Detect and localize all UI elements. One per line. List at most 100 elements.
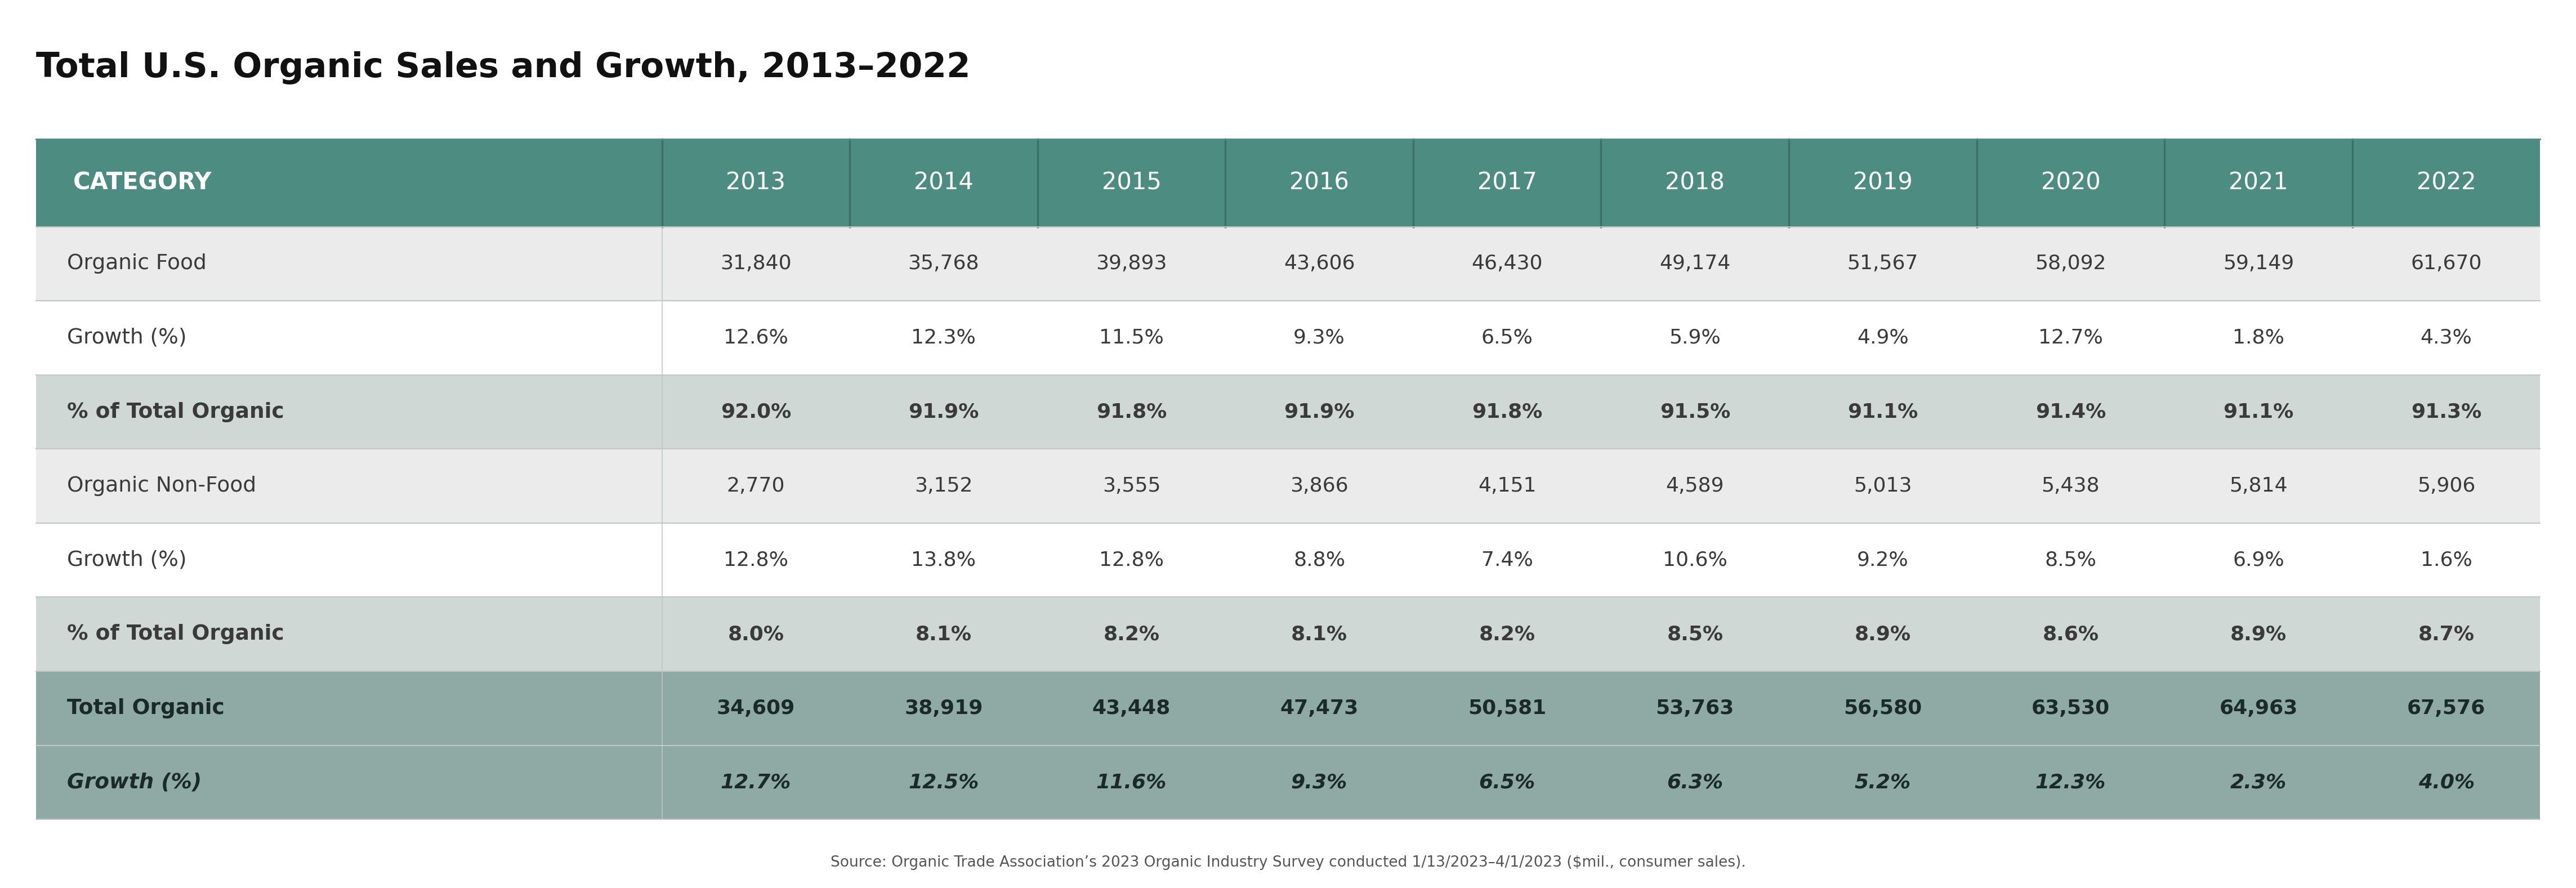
Text: 12.5%: 12.5% bbox=[909, 773, 979, 792]
Bar bbox=[36, 301, 2540, 375]
Text: 8.2%: 8.2% bbox=[1479, 624, 1535, 644]
Text: 12.8%: 12.8% bbox=[1100, 551, 1164, 570]
Text: 51,567: 51,567 bbox=[1847, 254, 1919, 274]
Bar bbox=[36, 671, 2540, 745]
Text: 2017: 2017 bbox=[1479, 171, 1538, 194]
Text: 10.6%: 10.6% bbox=[1662, 551, 1728, 570]
Text: 43,606: 43,606 bbox=[1283, 254, 1355, 274]
Bar bbox=[36, 449, 2540, 523]
Text: 91.1%: 91.1% bbox=[1847, 402, 1919, 422]
Text: 4,589: 4,589 bbox=[1667, 477, 1723, 496]
Text: 5,814: 5,814 bbox=[2228, 477, 2287, 496]
Text: 91.8%: 91.8% bbox=[1097, 402, 1167, 422]
Text: 5,438: 5,438 bbox=[2040, 477, 2099, 496]
Text: 92.0%: 92.0% bbox=[721, 402, 791, 422]
Text: 2022: 2022 bbox=[2416, 171, 2476, 194]
Text: 8.0%: 8.0% bbox=[726, 624, 783, 644]
Bar bbox=[36, 226, 2540, 301]
Text: 8.5%: 8.5% bbox=[1667, 624, 1723, 644]
Text: 2021: 2021 bbox=[2228, 171, 2287, 194]
Text: % of Total Organic: % of Total Organic bbox=[67, 401, 283, 422]
Text: 34,609: 34,609 bbox=[716, 699, 796, 718]
Text: 31,840: 31,840 bbox=[721, 254, 791, 274]
Text: 12.3%: 12.3% bbox=[912, 329, 976, 347]
Text: 61,670: 61,670 bbox=[2411, 254, 2481, 274]
Text: 43,448: 43,448 bbox=[1092, 699, 1170, 718]
Text: 3,555: 3,555 bbox=[1103, 477, 1162, 496]
Text: Growth (%): Growth (%) bbox=[67, 550, 185, 570]
Text: 2016: 2016 bbox=[1291, 171, 1350, 194]
Text: 8.2%: 8.2% bbox=[1103, 624, 1159, 644]
Text: 5.2%: 5.2% bbox=[1855, 773, 1911, 792]
Text: 91.5%: 91.5% bbox=[1659, 402, 1731, 422]
Text: 4.3%: 4.3% bbox=[2421, 329, 2473, 347]
Text: 58,092: 58,092 bbox=[2035, 254, 2107, 274]
Bar bbox=[36, 745, 2540, 820]
Text: Growth (%): Growth (%) bbox=[67, 773, 201, 792]
Text: 2015: 2015 bbox=[1103, 171, 1162, 194]
Text: 8.1%: 8.1% bbox=[914, 624, 971, 644]
Text: 67,576: 67,576 bbox=[2406, 699, 2486, 718]
Text: 12.8%: 12.8% bbox=[724, 551, 788, 570]
Text: 4,151: 4,151 bbox=[1479, 477, 1535, 496]
Text: 91.8%: 91.8% bbox=[1471, 402, 1543, 422]
Text: 6.5%: 6.5% bbox=[1481, 329, 1533, 347]
Text: % of Total Organic: % of Total Organic bbox=[67, 624, 283, 645]
Bar bbox=[36, 597, 2540, 671]
Text: 4.0%: 4.0% bbox=[2419, 773, 2476, 792]
Text: Growth (%): Growth (%) bbox=[67, 328, 185, 348]
Text: 50,581: 50,581 bbox=[1468, 699, 1546, 718]
Text: 56,580: 56,580 bbox=[1844, 699, 1922, 718]
Text: 6.3%: 6.3% bbox=[1667, 773, 1723, 792]
Text: 13.8%: 13.8% bbox=[912, 551, 976, 570]
Text: 91.3%: 91.3% bbox=[2411, 402, 2481, 422]
Text: 8.9%: 8.9% bbox=[1855, 624, 1911, 644]
Bar bbox=[36, 139, 2540, 226]
Text: 9.3%: 9.3% bbox=[1293, 329, 1345, 347]
Text: 3,152: 3,152 bbox=[914, 477, 974, 496]
Text: 38,919: 38,919 bbox=[904, 699, 984, 718]
Text: 59,149: 59,149 bbox=[2223, 254, 2295, 274]
Text: 9.2%: 9.2% bbox=[1857, 551, 1909, 570]
Text: 6.9%: 6.9% bbox=[2233, 551, 2285, 570]
Text: 5,906: 5,906 bbox=[2416, 477, 2476, 496]
Text: 8.6%: 8.6% bbox=[2043, 624, 2099, 644]
Text: 8.8%: 8.8% bbox=[1293, 551, 1345, 570]
Text: 8.5%: 8.5% bbox=[2045, 551, 2097, 570]
Text: 1.6%: 1.6% bbox=[2421, 551, 2473, 570]
Text: 7.4%: 7.4% bbox=[1481, 551, 1533, 570]
Text: 91.9%: 91.9% bbox=[1283, 402, 1355, 422]
Text: 11.6%: 11.6% bbox=[1097, 773, 1167, 792]
Text: 11.5%: 11.5% bbox=[1100, 329, 1164, 347]
Text: 91.9%: 91.9% bbox=[909, 402, 979, 422]
Text: 8.9%: 8.9% bbox=[2231, 624, 2287, 644]
Text: 2018: 2018 bbox=[1664, 171, 1726, 194]
Text: 12.7%: 12.7% bbox=[721, 773, 791, 792]
Text: Total Organic: Total Organic bbox=[67, 698, 224, 718]
Text: 5,013: 5,013 bbox=[1855, 477, 1911, 496]
Text: 8.7%: 8.7% bbox=[2419, 624, 2476, 644]
Text: 2.3%: 2.3% bbox=[2231, 773, 2287, 792]
Text: 2013: 2013 bbox=[726, 171, 786, 194]
Text: 64,963: 64,963 bbox=[2221, 699, 2298, 718]
Text: 2019: 2019 bbox=[1852, 171, 1911, 194]
Text: 3,866: 3,866 bbox=[1291, 477, 1347, 496]
Text: 12.7%: 12.7% bbox=[2038, 329, 2102, 347]
Text: CATEGORY: CATEGORY bbox=[72, 171, 211, 194]
Text: 47,473: 47,473 bbox=[1280, 699, 1358, 718]
Text: 35,768: 35,768 bbox=[907, 254, 979, 274]
Text: 6.5%: 6.5% bbox=[1479, 773, 1535, 792]
Text: 53,763: 53,763 bbox=[1656, 699, 1734, 718]
Text: 49,174: 49,174 bbox=[1659, 254, 1731, 274]
Text: Source: Organic Trade Association’s 2023 Organic Industry Survey conducted 1/13/: Source: Organic Trade Association’s 2023… bbox=[829, 855, 1747, 869]
Bar bbox=[36, 375, 2540, 449]
Bar bbox=[36, 523, 2540, 597]
Text: 5.9%: 5.9% bbox=[1669, 329, 1721, 347]
Text: 2020: 2020 bbox=[2040, 171, 2099, 194]
Text: 12.6%: 12.6% bbox=[724, 329, 788, 347]
Text: Organic Food: Organic Food bbox=[67, 254, 206, 274]
Text: 1.8%: 1.8% bbox=[2233, 329, 2285, 347]
Text: 12.3%: 12.3% bbox=[2035, 773, 2107, 792]
Text: 4.9%: 4.9% bbox=[1857, 329, 1909, 347]
Text: 91.4%: 91.4% bbox=[2035, 402, 2107, 422]
